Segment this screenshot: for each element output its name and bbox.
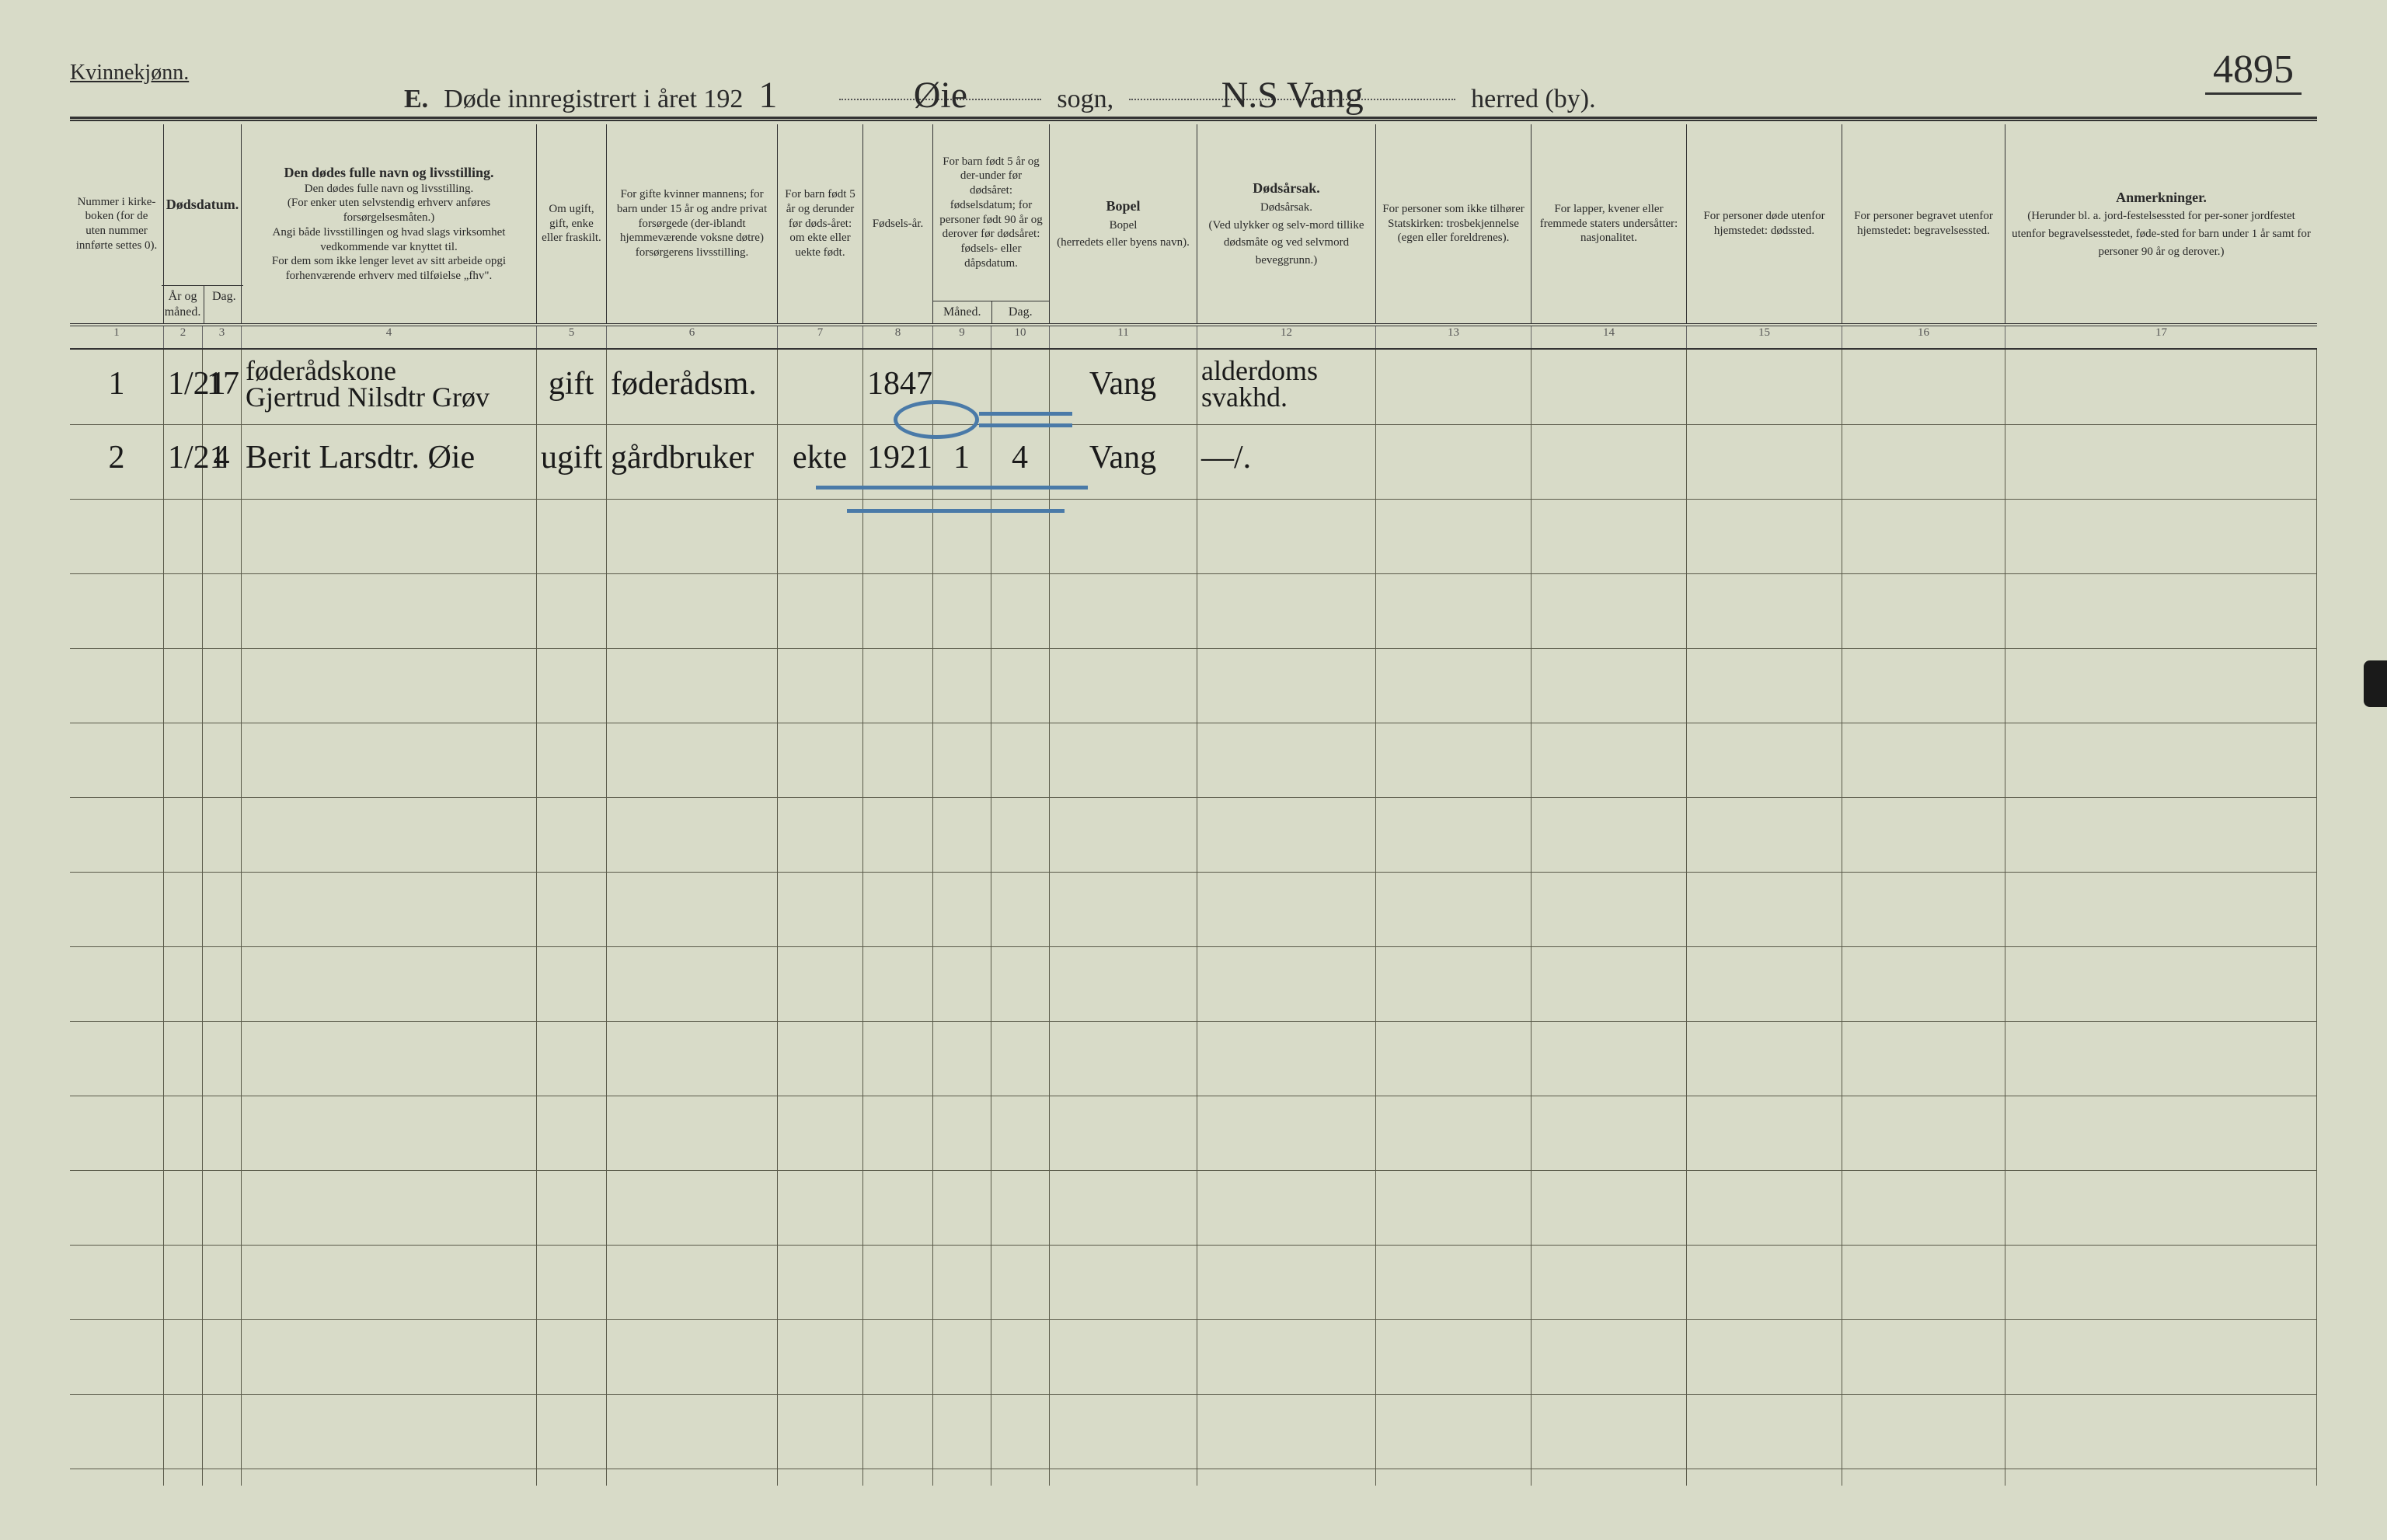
coln-3: 3 [202, 326, 241, 348]
blue-oval-annotation [894, 400, 979, 439]
herred-label: herred (by). [1471, 85, 1595, 114]
coln-16: 16 [1842, 326, 2005, 348]
hdr-aar: År og måned. [162, 286, 204, 323]
ledger-page: Kvinnekjønn. 4895 E. Døde innregistrert … [47, 31, 2340, 1509]
cell-fm: 1 [932, 439, 991, 476]
coln-11: 11 [1049, 326, 1197, 348]
hdr-col-11: BopelBopel (herredets eller byens navn). [1049, 124, 1197, 323]
coln-12: 12 [1197, 326, 1375, 348]
coln-15: 15 [1686, 326, 1842, 348]
hdr-col-7: For barn født 5 år og derunder før døds-… [777, 124, 862, 323]
cell-ekte: ekte [777, 439, 862, 476]
coln-9: 9 [932, 326, 991, 348]
cell-num: 1 [70, 365, 163, 402]
cell-navn: Berit Larsdtr. Øie [241, 439, 536, 476]
hdr-col-17: Anmerkninger.(Herunder bl. a. jord-feste… [2005, 124, 2317, 323]
blue-line-annotation [979, 412, 1072, 416]
coln-6: 6 [606, 326, 777, 348]
cell-faar: 1847 [862, 365, 932, 402]
herred-hand: N.S Vang [1129, 74, 1455, 100]
cell-dodsarsak: alderdoms svakhd. [1197, 357, 1375, 410]
cell-aar: 1/21 [163, 439, 202, 476]
year-hand: 1 [758, 74, 777, 117]
cell-dag: 17 [202, 365, 241, 402]
cell-num: 2 [70, 439, 163, 476]
cell-faar: 1921 [862, 439, 932, 476]
page-edge-tab [2364, 660, 2387, 707]
coln-2: 2 [163, 326, 202, 348]
blue-line-annotation [979, 423, 1072, 427]
section-letter: E. [404, 85, 428, 114]
table-header: Nummer i kirke-boken (for de uten nummer… [70, 124, 2317, 326]
sogn-label: sogn, [1057, 85, 1113, 114]
column-numbers: 1 2 3 4 5 6 7 8 9 10 11 12 13 14 15 16 1… [70, 326, 2317, 350]
hdr-col-5: Om ugift, gift, enke eller fraskilt. [536, 124, 606, 323]
cell-dag: 4 [202, 439, 241, 476]
hdr-dag2: Dag. [991, 301, 1050, 323]
hdr-col-15: For personer døde utenfor hjemstedet: dø… [1686, 124, 1842, 323]
title-row: E. Døde innregistrert i året 192 1 Øie so… [70, 74, 2317, 117]
hdr-col-8: Fødsels-år. [862, 124, 932, 323]
cell-sivil: gift [536, 365, 606, 402]
cell-aar: 1/21 [163, 365, 202, 402]
sogn-hand: Øie [839, 74, 1041, 100]
cell-bopel: Vang [1049, 365, 1197, 402]
hdr-col-12: Dødsårsak.Dødsårsak. (Ved ulykker og sel… [1197, 124, 1375, 323]
blue-line-annotation [816, 486, 1088, 490]
hdr-col-9-10: For barn født 5 år og der-under før døds… [932, 124, 1049, 323]
hdr-col-16: For personer begravet utenfor hjemstedet… [1842, 124, 2005, 323]
hdr-col-2-3: Dødsdatum. År og måned. Dag. [163, 124, 241, 323]
coln-8: 8 [862, 326, 932, 348]
cell-bopel: Vang [1049, 439, 1197, 476]
title-text: Døde innregistrert i året 192 [444, 85, 743, 114]
cell-sivil: ugift [536, 439, 606, 476]
title-rule [70, 117, 2317, 121]
hdr-col-14: For lapper, kvener eller fremmede stater… [1531, 124, 1686, 323]
table-body: 1 1/21 17 føderådskone Gjertrud Nilsdtr … [70, 350, 2317, 1486]
hdr-barn-top: For barn født 5 år og der-under før døds… [933, 124, 1049, 301]
hdr-dodsdatum: Dødsdatum. [162, 124, 244, 286]
blue-line-annotation [847, 509, 1065, 513]
table-row: 2 1/21 4 Berit Larsdtr. Øie ugift gårdbr… [70, 439, 2317, 476]
cell-fd: 4 [991, 439, 1049, 476]
coln-1: 1 [70, 326, 163, 348]
coln-4: 4 [241, 326, 536, 348]
hdr-col-6: For gifte kvinner mannens; for barn unde… [606, 124, 777, 323]
coln-10: 10 [991, 326, 1049, 348]
cell-dodsarsak: —/. [1197, 439, 1375, 476]
coln-17: 17 [2005, 326, 2317, 348]
horizontal-rules [70, 350, 2317, 1486]
coln-14: 14 [1531, 326, 1686, 348]
coln-7: 7 [777, 326, 862, 348]
hdr-dag: Dag. [204, 286, 243, 323]
cell-forsorger: føderådsm. [606, 365, 777, 402]
hdr-col-1: Nummer i kirke-boken (for de uten nummer… [70, 124, 163, 323]
cell-navn: føderådskone Gjertrud Nilsdtr Grøv [241, 357, 536, 410]
hdr-col-13: For personer som ikke tilhører Statskirk… [1375, 124, 1531, 323]
table-row: 1 1/21 17 føderådskone Gjertrud Nilsdtr … [70, 357, 2317, 410]
hdr-maned: Måned. [933, 301, 991, 323]
cell-forsorger: gårdbruker [606, 439, 777, 476]
coln-5: 5 [536, 326, 606, 348]
hdr-col-4: Den dødes fulle navn og livsstilling.Den… [241, 124, 536, 323]
coln-13: 13 [1375, 326, 1531, 348]
